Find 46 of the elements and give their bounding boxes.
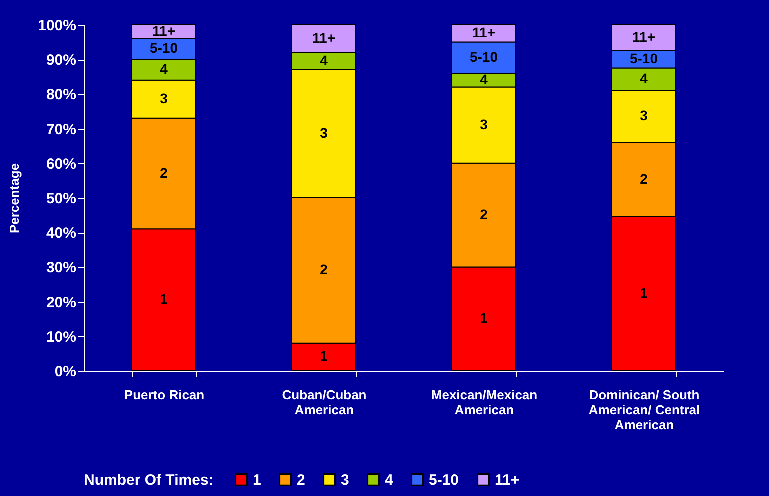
text: 3	[320, 124, 328, 141]
x-tick-label: Mexican/Mexican American	[431, 388, 538, 418]
y-axis-title: Percentage	[7, 163, 22, 234]
y-tick-label: 60%	[46, 156, 76, 173]
text: 4	[640, 70, 648, 86]
x-tick-label: Puerto Rican	[124, 388, 205, 402]
text: 11+	[472, 24, 496, 41]
text: 11+	[312, 30, 336, 46]
y-tick-label: 10%	[46, 328, 76, 346]
text: 4	[480, 71, 488, 88]
y-tick-label: 20%	[46, 294, 76, 312]
legend-title: Number Of Times:	[84, 472, 214, 489]
y-tick-label: 40%	[46, 225, 76, 242]
y-tick-label: 90%	[46, 52, 76, 70]
text: 5-10	[470, 48, 498, 65]
text: 1	[320, 348, 328, 364]
legend-label: 1	[253, 472, 262, 489]
text: 3	[160, 90, 168, 106]
text: 3	[480, 116, 488, 132]
legend-label: 4	[385, 472, 394, 489]
text: 4	[160, 60, 168, 77]
legend-label: 3	[341, 472, 350, 489]
y-tick-label: 0%	[54, 364, 76, 380]
text: 5-10	[630, 50, 658, 67]
text: 5-10	[150, 40, 178, 56]
text: 2	[480, 206, 488, 222]
y-tick-label: 80%	[46, 86, 76, 104]
text: 2	[640, 170, 648, 187]
x-tick-label: Dominican/ South American/ Central American	[588, 388, 700, 432]
text: 1	[640, 285, 648, 302]
y-tick-label: 100%	[38, 18, 76, 34]
y-tick-label: 50%	[46, 190, 76, 208]
text: 1	[160, 291, 168, 308]
text: 2	[320, 262, 328, 278]
text: 1	[480, 310, 488, 326]
legend-label: 11+	[495, 472, 520, 489]
text: 4	[320, 52, 328, 68]
y-tick-label: 30%	[46, 260, 76, 277]
legend-label: 2	[297, 472, 306, 489]
x-tick-label: Cuban/Cuban American	[282, 388, 367, 418]
legend-label: 5-10	[429, 472, 460, 489]
text: 3	[640, 108, 648, 124]
text: 2	[160, 164, 168, 181]
y-tick-label: 70%	[46, 121, 76, 138]
text: 11+	[152, 22, 176, 39]
text: 11+	[632, 28, 656, 45]
